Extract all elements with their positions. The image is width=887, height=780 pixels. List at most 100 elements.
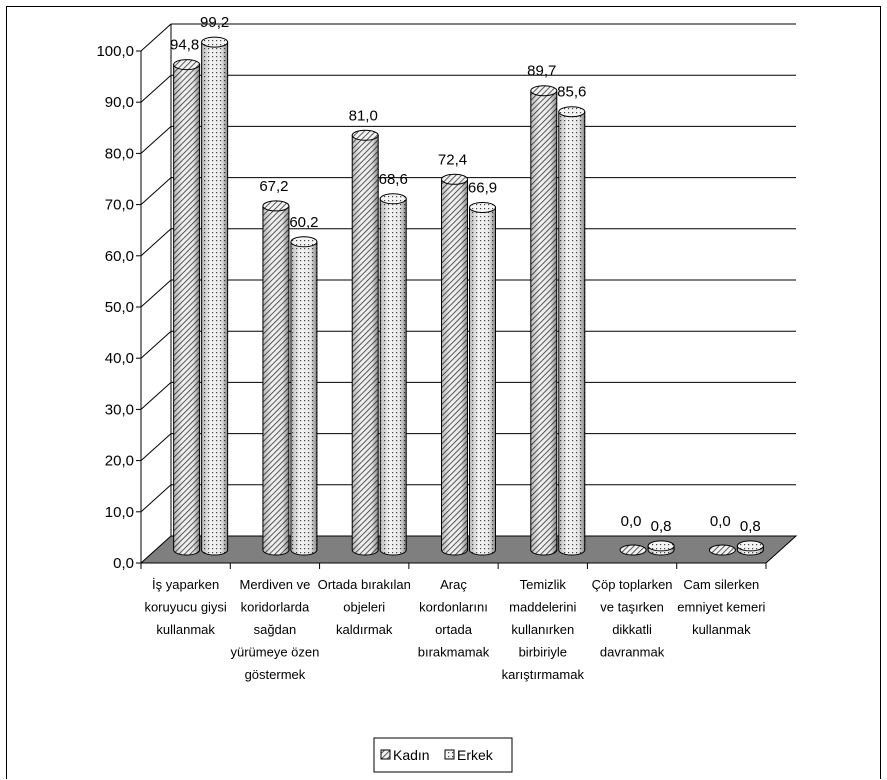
bar-erkek-0 (201, 36, 229, 556)
cylinder-top (351, 129, 379, 141)
legend-box (373, 737, 513, 773)
y-tick-label: 80,0 (105, 145, 134, 162)
category-label: davranmak (600, 645, 665, 660)
category-label: kordonlarını (419, 600, 488, 615)
bar-kadın-3 (441, 173, 468, 556)
category-label: Araç (440, 577, 467, 592)
category-label: objeleri (343, 600, 385, 615)
y-tick-label: 20,0 (105, 453, 134, 470)
data-label: 68,6 (379, 171, 408, 188)
data-label: 99,2 (200, 14, 229, 31)
category-label: koridorlarda (241, 600, 310, 615)
bars: 94,8 67,2 81,0 72,4 89,7 0,0 0,0 99,2 60,2 68,6 66… (170, 14, 764, 556)
legend-label: Erkek (457, 747, 494, 763)
data-label: 66,9 (468, 179, 497, 196)
bar-erkek-3 (469, 201, 496, 556)
gridline-side (140, 228, 172, 257)
bar-kadın-0 (173, 59, 201, 556)
bar-erkek-5 (647, 540, 675, 556)
y-tick-label: 0,0 (113, 555, 134, 572)
gridline-side (140, 279, 172, 308)
y-tick-label: 10,0 (105, 504, 134, 521)
category-axis: İş yaparken koruyucu giysi kullanmak Merdiv… (140, 562, 767, 682)
y-tick-label: 90,0 (105, 94, 134, 111)
gridline-side (140, 126, 172, 154)
data-label: 0,0 (621, 513, 642, 530)
cylinder-shade (201, 42, 228, 555)
cylinder-shade (290, 241, 317, 555)
y-tick-label: 30,0 (105, 401, 134, 418)
legend-swatch (444, 749, 455, 760)
gridline-side (140, 484, 172, 513)
data-label: 81,0 (349, 107, 378, 124)
category-label: birbiriyle (519, 645, 567, 660)
y-tick-label: 40,0 (105, 350, 134, 367)
cylinder-top (469, 201, 496, 213)
legend: Kadın Erkek (373, 737, 513, 773)
cylinder-shade (380, 198, 407, 555)
cylinder-shade (441, 179, 468, 555)
chart-frame: 0,0 10,0 20,0 30,0 40,0 50,0 60,0 70,0 80,0 90,0 1… (6, 6, 881, 779)
category-label: maddelerini (509, 600, 576, 615)
cylinder-shade (469, 207, 496, 556)
data-label: 60,2 (289, 214, 318, 231)
gridline-side (140, 433, 172, 461)
bar-kadın-2 (351, 129, 379, 556)
category-label: İş yaparken (152, 577, 219, 592)
gridline-side (140, 382, 172, 410)
bar-erkek-1 (290, 236, 318, 556)
category-label: Cam silerken (683, 577, 759, 592)
category-label: kullanmak (156, 622, 215, 637)
legend-label: Kadın (393, 747, 430, 763)
cylinder-top (290, 236, 318, 248)
category-label: ortada (435, 622, 473, 637)
category-label: yürümeye özen (230, 645, 319, 660)
y-tick-label: 50,0 (105, 299, 134, 316)
data-label: 72,4 (438, 151, 467, 168)
category-label: bırakmamak (418, 645, 490, 660)
bar-kadın-6 (708, 544, 736, 556)
gridline-side (140, 177, 172, 205)
bar-chart: 0,0 10,0 20,0 30,0 40,0 50,0 60,0 70,0 80,0 90,0 1… (96, 14, 798, 773)
cylinder-top (379, 193, 407, 205)
category-label: kullanmak (692, 622, 751, 637)
y-tick-label: 70,0 (105, 197, 134, 214)
bar-kadın-5 (619, 544, 647, 556)
y-tick-label: 60,0 (105, 248, 134, 265)
gridline-side (140, 74, 172, 103)
cylinder-top (708, 544, 736, 556)
cylinder-shade (530, 90, 557, 556)
bar-erkek-6 (736, 540, 764, 556)
data-label: 85,6 (557, 84, 586, 101)
cylinder-shade (558, 111, 585, 555)
gridline-side (140, 330, 172, 359)
bar-kadın-1 (262, 200, 290, 556)
category-label: Merdiven ve (240, 577, 311, 592)
category-label: dikkatli (612, 622, 652, 637)
floor-plane (139, 535, 798, 564)
cylinder-top (736, 540, 764, 552)
cylinder-top (262, 200, 290, 212)
cylinder-top (201, 36, 229, 48)
bar-erkek-4 (558, 106, 586, 556)
data-label: 0,0 (710, 513, 731, 530)
data-label: 89,7 (527, 63, 556, 80)
data-label: 0,8 (740, 518, 761, 535)
cylinder-top (619, 544, 647, 556)
gridlines (140, 23, 796, 536)
category-label: sağdan (254, 622, 297, 637)
bar-erkek-2 (379, 193, 407, 556)
data-label: 67,2 (259, 178, 288, 195)
legend-swatch (380, 749, 391, 760)
cylinder-shade (352, 135, 379, 555)
cylinder-top (441, 173, 468, 185)
bar-kadın-4 (530, 85, 558, 556)
category-label: emniyet kemeri (677, 600, 765, 615)
gridline-side (140, 23, 172, 52)
cylinder-top (647, 540, 675, 552)
cylinder-top (530, 85, 558, 97)
category-label: Ortada bırakılan (318, 577, 411, 592)
cylinder-shade (173, 64, 200, 556)
data-label: 94,8 (170, 37, 199, 54)
category-label: karıştırmamak (502, 667, 585, 682)
